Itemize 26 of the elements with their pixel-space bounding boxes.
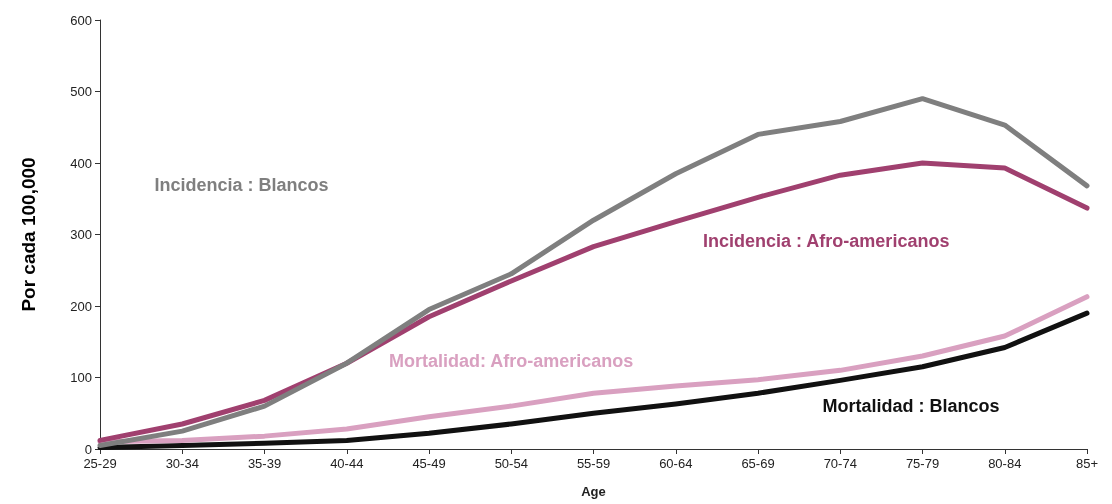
x-tick-label: 45-49 (412, 456, 446, 471)
series-label: Mortalidad : Blancos (822, 395, 1000, 416)
x-tick-label: 65-69 (741, 456, 775, 471)
series-label: Mortalidad: Afro-americanos (389, 350, 634, 371)
y-axis-title: Por cada 100,000 (18, 157, 39, 312)
y-tick-label: 300 (70, 227, 92, 242)
y-tick-label: 400 (70, 155, 92, 171)
series-label: Incidencia : Afro-americanos (703, 231, 950, 252)
y-tick-label: 100 (70, 370, 92, 385)
text: Incidencia : Blancos (154, 175, 329, 196)
y-tick-label: 0 (84, 441, 92, 457)
x-tick-label: 85+ (1075, 456, 1099, 471)
x-tick-label: 75-79 (905, 456, 940, 471)
x-tick-label: 50-54 (494, 456, 528, 471)
x-tick-label: 30-34 (165, 456, 199, 471)
y-tick-label: 600 (70, 12, 92, 28)
y-tick-label: 500 (70, 84, 92, 99)
x-tick-label: 70-74 (823, 456, 857, 471)
x-axis-title: Age (581, 484, 606, 499)
x-tick-label: 40-44 (330, 456, 364, 471)
x-tick-label: 60-64 (659, 456, 693, 471)
x-tick-label: 35-39 (247, 456, 282, 471)
x-tick-label: 80-84 (988, 456, 1022, 471)
x-tick-label: 25-29 (83, 456, 117, 471)
x-tick-label: 55-59 (576, 456, 611, 471)
y-tick-label: 200 (70, 298, 92, 314)
